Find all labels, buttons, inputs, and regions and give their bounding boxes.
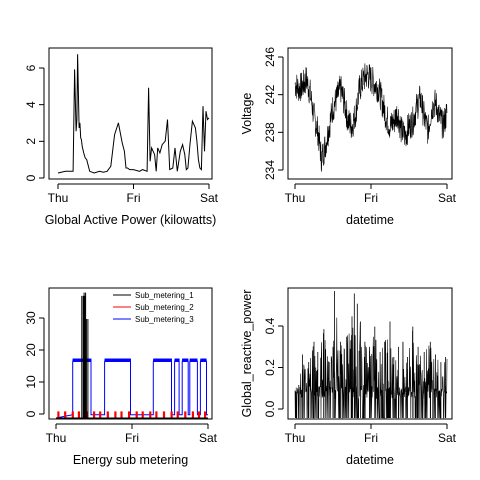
p1-x-tick-label: Sat [438, 191, 457, 205]
p0-y-tick-label: 0 [24, 174, 38, 181]
p2-sub-metering-2-pulse [57, 411, 60, 418]
p1-x-tick-label: Thu [285, 191, 306, 205]
panel-global-reactive-power: datetime Global_reactive_power Thu Fri Sat… [240, 287, 457, 467]
p0-x-tick-label: Thu [48, 191, 69, 205]
p1-plot-box [287, 47, 453, 180]
p3-y-tick-label: 0.0 [263, 400, 277, 417]
p2-sub-metering-3-band [182, 358, 189, 362]
panel-voltage: datetime Voltage Thu Fri Sat 234 238 242 246 [240, 47, 457, 227]
p2-sub-metering-2-pulse [184, 411, 187, 418]
p1-ylabel: Voltage [240, 93, 254, 135]
p2-sub-metering-3-band [104, 358, 131, 362]
p2-sub-metering-2-pulse [176, 411, 179, 418]
p2-sub-metering-3-band [174, 358, 180, 362]
p0-x-tick-label: Sat [200, 191, 219, 205]
p2-x-tick-label: Thu [46, 431, 67, 445]
p1-x-tick-label: Fri [364, 191, 378, 205]
p3-y-tick-label: 0.2 [263, 359, 277, 376]
p2-sub-metering-2-pulse [77, 411, 80, 418]
p3-series-line [294, 317, 448, 419]
p2-sub-metering-2-pulse [71, 411, 74, 418]
p2-sub-metering-2-pulse [120, 411, 123, 418]
p2-sub-metering-2-pulse [204, 411, 207, 418]
p2-x-tick-label: Sat [199, 431, 218, 445]
p2-sub-metering-2-pulse [170, 411, 173, 418]
p2-xlabel: Energy sub metering [73, 453, 188, 467]
p1-xlabel: datetime [346, 213, 394, 227]
p2-sub-metering-2-pulse [149, 411, 152, 418]
p3-ylabel: Global_reactive_power [240, 290, 254, 418]
p2-sub-metering-2-pulse [106, 411, 109, 418]
p2-sub-metering-2-pulse [155, 411, 158, 418]
p3-plot-box [287, 287, 453, 420]
p2-plot-box [48, 287, 213, 420]
p1-y-tick-label: 242 [263, 84, 277, 104]
panel-energy-sub-metering: Energy sub metering Thu Fri Sat 0 10 20 30 Sub_… [24, 287, 218, 467]
p0-xlabel: Global Active Power (kilowatts) [45, 213, 217, 227]
p1-series-line [294, 63, 448, 172]
p0-y-tick-label: 6 [24, 64, 38, 71]
p2-sub-metering-2-pulse [99, 411, 102, 418]
p2-sub-metering-2-pulse [162, 411, 166, 418]
p2-sub-metering-2-pulse [64, 411, 67, 418]
p0-x-tick-label: Fri [127, 191, 141, 205]
p3-x-tick-label: Fri [364, 431, 378, 445]
p2-x-tick-label: Fri [125, 431, 139, 445]
p2-y-tick-label: 30 [24, 311, 38, 325]
p2-sub-metering-2-pulse [197, 411, 201, 418]
p1-y-tick-label: 246 [263, 47, 277, 67]
p2-sub-metering-2-pulse [114, 411, 117, 418]
p2-sub-metering-2-pulse [128, 411, 131, 418]
p2-legend-label: Sub_metering_2 [135, 303, 194, 312]
p0-series-line [57, 54, 210, 174]
p1-y-tick-label: 234 [263, 160, 277, 180]
p0-y-tick-label: 4 [24, 101, 38, 108]
p1-y-tick-label: 238 [263, 122, 277, 142]
p2-sub-metering-2-pulse [93, 411, 96, 418]
p3-x-tick-label: Sat [438, 431, 457, 445]
p2-y-tick-label: 0 [24, 410, 38, 417]
p2-legend-label: Sub_metering_1 [135, 291, 194, 300]
p0-y-tick-label: 2 [24, 138, 38, 145]
p2-sub-metering-3-band [189, 358, 198, 362]
p2-y-tick-label: 10 [24, 375, 38, 389]
p3-y-tick-label: 0.4 [263, 317, 277, 334]
p2-sub-metering-3-band [200, 358, 207, 362]
p0-plot-box [48, 47, 213, 180]
p2-sub-metering-2-pulse [141, 411, 144, 418]
panel-global-active-power: Global Active Power (kilowatts) Thu Fri Sa… [24, 47, 219, 227]
p2-sub-metering-3-band [153, 358, 172, 362]
p2-legend-label: Sub_metering_3 [135, 315, 194, 324]
p3-xlabel: datetime [346, 453, 394, 467]
p2-sub-metering-2-pulse [191, 411, 194, 418]
p2-series-sub-metering-3 [55, 358, 208, 419]
p2-sub-metering-2-pulse [135, 411, 138, 418]
p3-x-tick-label: Thu [285, 431, 306, 445]
p2-y-tick-label: 20 [24, 343, 38, 357]
